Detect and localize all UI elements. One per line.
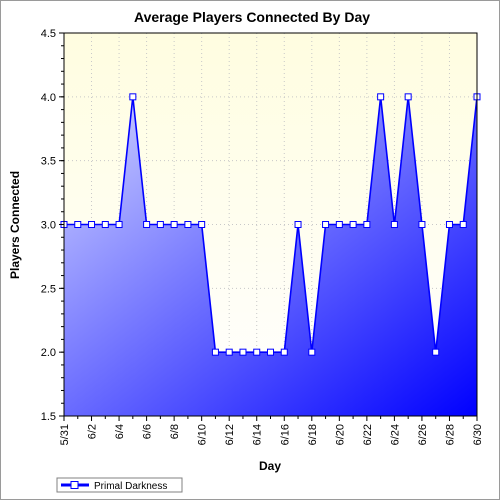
data-point-6-15 bbox=[267, 348, 274, 356]
x-tick-label: 6/30 bbox=[472, 424, 484, 445]
data-point-6-29 bbox=[459, 221, 467, 228]
x-tick-label: 6/18 bbox=[307, 424, 319, 445]
x-tick-label: 6/14 bbox=[252, 424, 264, 445]
y-axis-label: Players Connected bbox=[8, 171, 22, 279]
data-point-6-17 bbox=[294, 221, 302, 228]
data-point-6-4 bbox=[115, 221, 123, 228]
data-point-6-24 bbox=[390, 221, 398, 228]
legend-entry-primal-darkness: Primal Darkness bbox=[94, 481, 167, 492]
x-tick-label: 6/24 bbox=[389, 424, 401, 445]
data-point-6-25 bbox=[404, 93, 412, 101]
x-tick-label: 6/8 bbox=[169, 424, 181, 439]
data-point-6-26 bbox=[418, 221, 426, 228]
y-tick-label: 2.5 bbox=[41, 283, 56, 295]
x-tick-label: 6/2 bbox=[87, 424, 99, 439]
data-point-6-20 bbox=[335, 221, 343, 228]
x-tick-label: 6/28 bbox=[444, 424, 456, 445]
y-tick-label: 4.0 bbox=[41, 92, 56, 104]
x-tick-label: 6/12 bbox=[224, 424, 236, 445]
legend-box bbox=[56, 477, 183, 493]
data-point-6-19 bbox=[322, 221, 330, 228]
data-point-6-13 bbox=[239, 348, 247, 356]
x-tick-label: 6/10 bbox=[197, 424, 209, 445]
x-tick-label: 6/16 bbox=[279, 424, 291, 445]
data-point-6-21 bbox=[349, 221, 357, 228]
data-point-6-23 bbox=[377, 93, 385, 101]
y-tick-label: 3.0 bbox=[41, 220, 56, 232]
data-point-6-5 bbox=[129, 93, 137, 101]
data-point-6-14 bbox=[253, 348, 261, 356]
y-tick-label: 4.5 bbox=[41, 28, 56, 40]
data-point-6-27 bbox=[432, 348, 440, 356]
data-point-6-3 bbox=[101, 221, 109, 228]
data-point-6-7 bbox=[156, 221, 164, 228]
data-point-6-8 bbox=[170, 221, 178, 228]
data-point-6-6 bbox=[143, 221, 151, 228]
data-point-6-22 bbox=[363, 221, 371, 228]
data-point-6-12 bbox=[225, 348, 233, 356]
chart-title: Average Players Connected By Day bbox=[134, 9, 370, 25]
data-point-6-18 bbox=[308, 348, 316, 356]
x-tick-label: 6/6 bbox=[142, 424, 154, 439]
data-point-6-10 bbox=[198, 221, 206, 228]
x-tick-label: 6/26 bbox=[417, 424, 429, 445]
data-point-6-2 bbox=[88, 221, 96, 228]
y-tick-label: 2.0 bbox=[41, 347, 56, 359]
y-tick-label: 3.5 bbox=[41, 156, 56, 168]
x-axis-label: Day bbox=[259, 459, 281, 473]
data-point-6-11 bbox=[211, 348, 219, 356]
x-tick-label: 6/20 bbox=[334, 424, 346, 445]
series-area-primal-darkness bbox=[64, 96, 477, 416]
data-point-6-1 bbox=[74, 221, 82, 228]
x-tick-label: 5/31 bbox=[59, 424, 71, 445]
data-point-6-16 bbox=[280, 348, 288, 356]
x-tick-label: 6/4 bbox=[114, 424, 126, 439]
data-point-6-9 bbox=[184, 221, 192, 228]
data-point-6-28 bbox=[445, 221, 453, 228]
legend-marker-swatch bbox=[70, 481, 79, 489]
x-tick-label: 6/22 bbox=[362, 424, 374, 445]
legend: Primal Darkness bbox=[56, 477, 183, 493]
y-tick-label: 1.5 bbox=[41, 411, 56, 423]
